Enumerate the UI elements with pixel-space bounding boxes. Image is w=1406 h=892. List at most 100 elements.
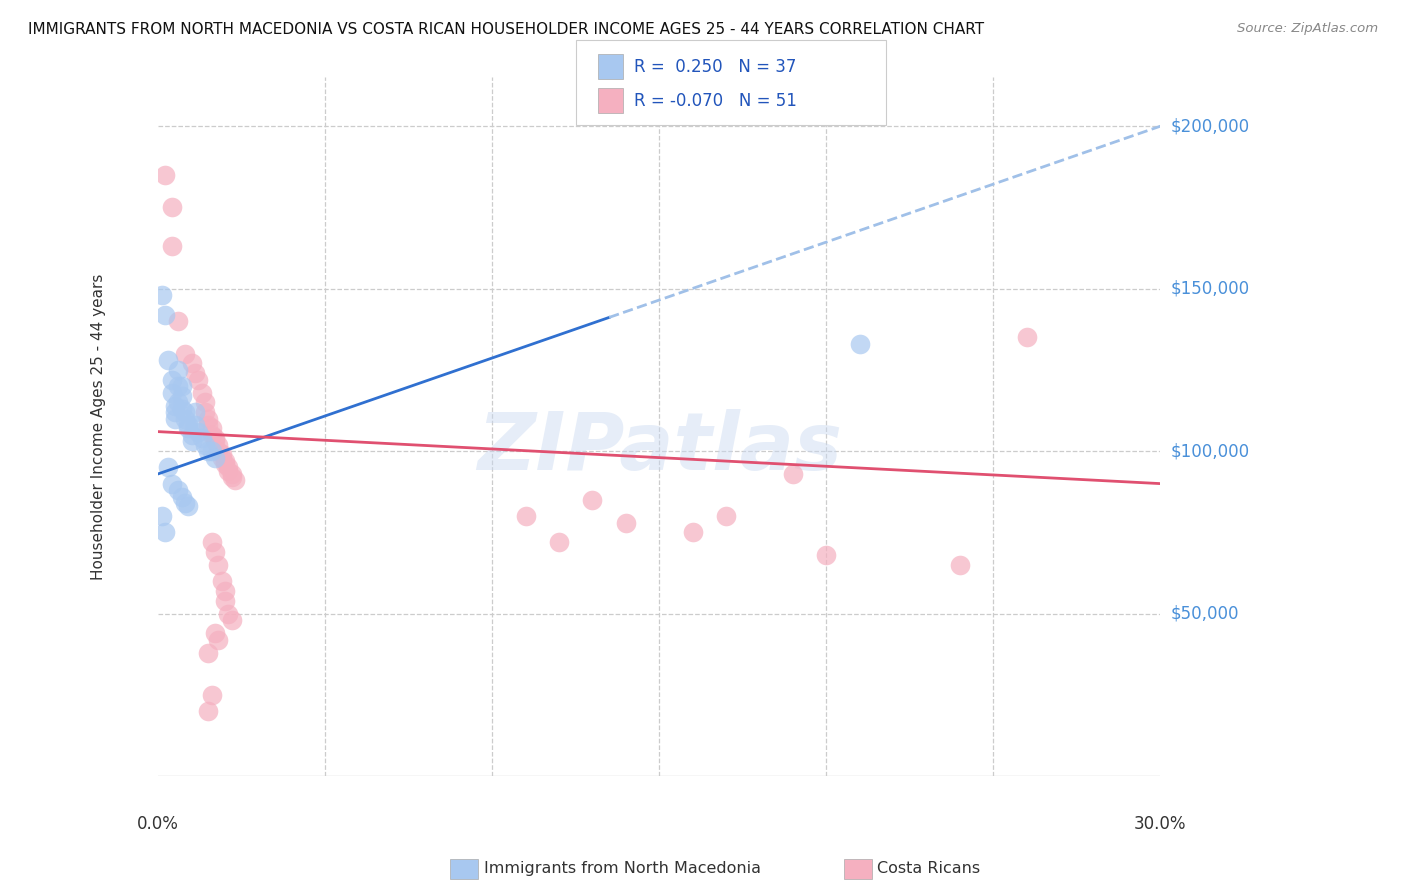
Point: [167, 363, 190, 377]
Point: [201, 688, 224, 702]
Point: [153, 308, 176, 322]
Text: R = -0.070   N = 51: R = -0.070 N = 51: [634, 92, 797, 110]
Point: [153, 168, 176, 182]
Point: [157, 460, 180, 475]
Point: [214, 454, 236, 468]
Point: [782, 467, 804, 481]
Point: [214, 583, 236, 598]
Point: [197, 704, 219, 718]
Point: [153, 525, 176, 540]
Text: ZIPatlas: ZIPatlas: [477, 409, 842, 487]
Point: [197, 418, 219, 433]
Point: [180, 356, 202, 370]
Point: [201, 444, 224, 458]
Point: [221, 467, 243, 481]
Point: [160, 201, 183, 215]
Point: [217, 464, 239, 478]
Point: [197, 444, 219, 458]
Point: [214, 457, 236, 471]
Point: [194, 395, 217, 409]
Point: [217, 607, 239, 621]
Point: [177, 418, 200, 433]
Point: [201, 421, 224, 435]
Point: [184, 405, 207, 419]
Point: [174, 411, 197, 425]
Point: [180, 428, 202, 442]
Point: [160, 385, 183, 400]
Point: [194, 437, 217, 451]
Point: [163, 411, 186, 425]
Text: $100,000: $100,000: [1170, 442, 1250, 460]
Point: [224, 474, 246, 488]
Point: [211, 447, 233, 461]
Point: [180, 434, 202, 449]
Point: [167, 379, 190, 393]
Text: Householder Income Ages 25 - 44 years: Householder Income Ages 25 - 44 years: [90, 274, 105, 580]
Point: [207, 558, 229, 572]
Point: [197, 411, 219, 425]
Point: [190, 431, 212, 445]
Point: [204, 450, 226, 465]
Point: [170, 379, 193, 393]
Point: [815, 548, 838, 562]
Point: [682, 525, 704, 540]
Text: $50,000: $50,000: [1170, 605, 1239, 623]
Point: [190, 385, 212, 400]
Point: [207, 437, 229, 451]
Point: [157, 353, 180, 368]
Point: [221, 470, 243, 484]
Point: [174, 405, 197, 419]
Point: [217, 460, 239, 475]
Text: $150,000: $150,000: [1170, 280, 1250, 298]
Point: [177, 421, 200, 435]
Point: [187, 373, 209, 387]
Point: [184, 366, 207, 380]
Point: [150, 288, 173, 302]
Point: [201, 535, 224, 549]
Point: [174, 496, 197, 510]
Point: [204, 431, 226, 445]
Point: [170, 401, 193, 416]
Point: [160, 373, 183, 387]
Point: [167, 314, 190, 328]
Point: [177, 500, 200, 514]
Text: Source: ZipAtlas.com: Source: ZipAtlas.com: [1237, 22, 1378, 36]
Point: [163, 405, 186, 419]
Point: [163, 399, 186, 413]
Point: [211, 450, 233, 465]
Point: [1015, 330, 1038, 344]
Point: [848, 337, 870, 351]
Point: [214, 593, 236, 607]
Point: [221, 613, 243, 627]
Text: 0.0%: 0.0%: [138, 815, 179, 833]
Point: [160, 239, 183, 253]
Point: [187, 425, 209, 439]
Point: [614, 516, 637, 530]
Text: R =  0.250   N = 37: R = 0.250 N = 37: [634, 58, 796, 76]
Text: Costa Ricans: Costa Ricans: [877, 862, 980, 876]
Point: [170, 389, 193, 403]
Point: [150, 509, 173, 524]
Text: $200,000: $200,000: [1170, 117, 1250, 136]
Point: [211, 574, 233, 588]
Point: [714, 509, 737, 524]
Text: Immigrants from North Macedonia: Immigrants from North Macedonia: [484, 862, 761, 876]
Point: [197, 646, 219, 660]
Point: [204, 434, 226, 449]
Point: [194, 405, 217, 419]
Point: [160, 476, 183, 491]
Point: [184, 418, 207, 433]
Point: [170, 490, 193, 504]
Point: [201, 428, 224, 442]
Text: 30.0%: 30.0%: [1135, 815, 1187, 833]
Text: IMMIGRANTS FROM NORTH MACEDONIA VS COSTA RICAN HOUSEHOLDER INCOME AGES 25 - 44 Y: IMMIGRANTS FROM NORTH MACEDONIA VS COSTA…: [28, 22, 984, 37]
Point: [581, 492, 603, 507]
Point: [204, 626, 226, 640]
Point: [204, 545, 226, 559]
Point: [548, 535, 571, 549]
Point: [515, 509, 537, 524]
Point: [167, 483, 190, 497]
Point: [174, 346, 197, 360]
Point: [207, 632, 229, 647]
Point: [207, 444, 229, 458]
